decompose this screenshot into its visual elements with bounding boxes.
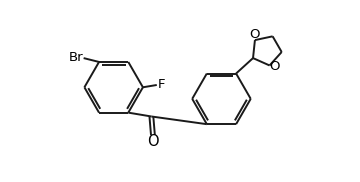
Text: O: O xyxy=(249,28,260,41)
Text: O: O xyxy=(147,134,159,149)
Text: F: F xyxy=(158,78,165,91)
Text: Br: Br xyxy=(69,51,83,64)
Text: O: O xyxy=(270,60,280,73)
